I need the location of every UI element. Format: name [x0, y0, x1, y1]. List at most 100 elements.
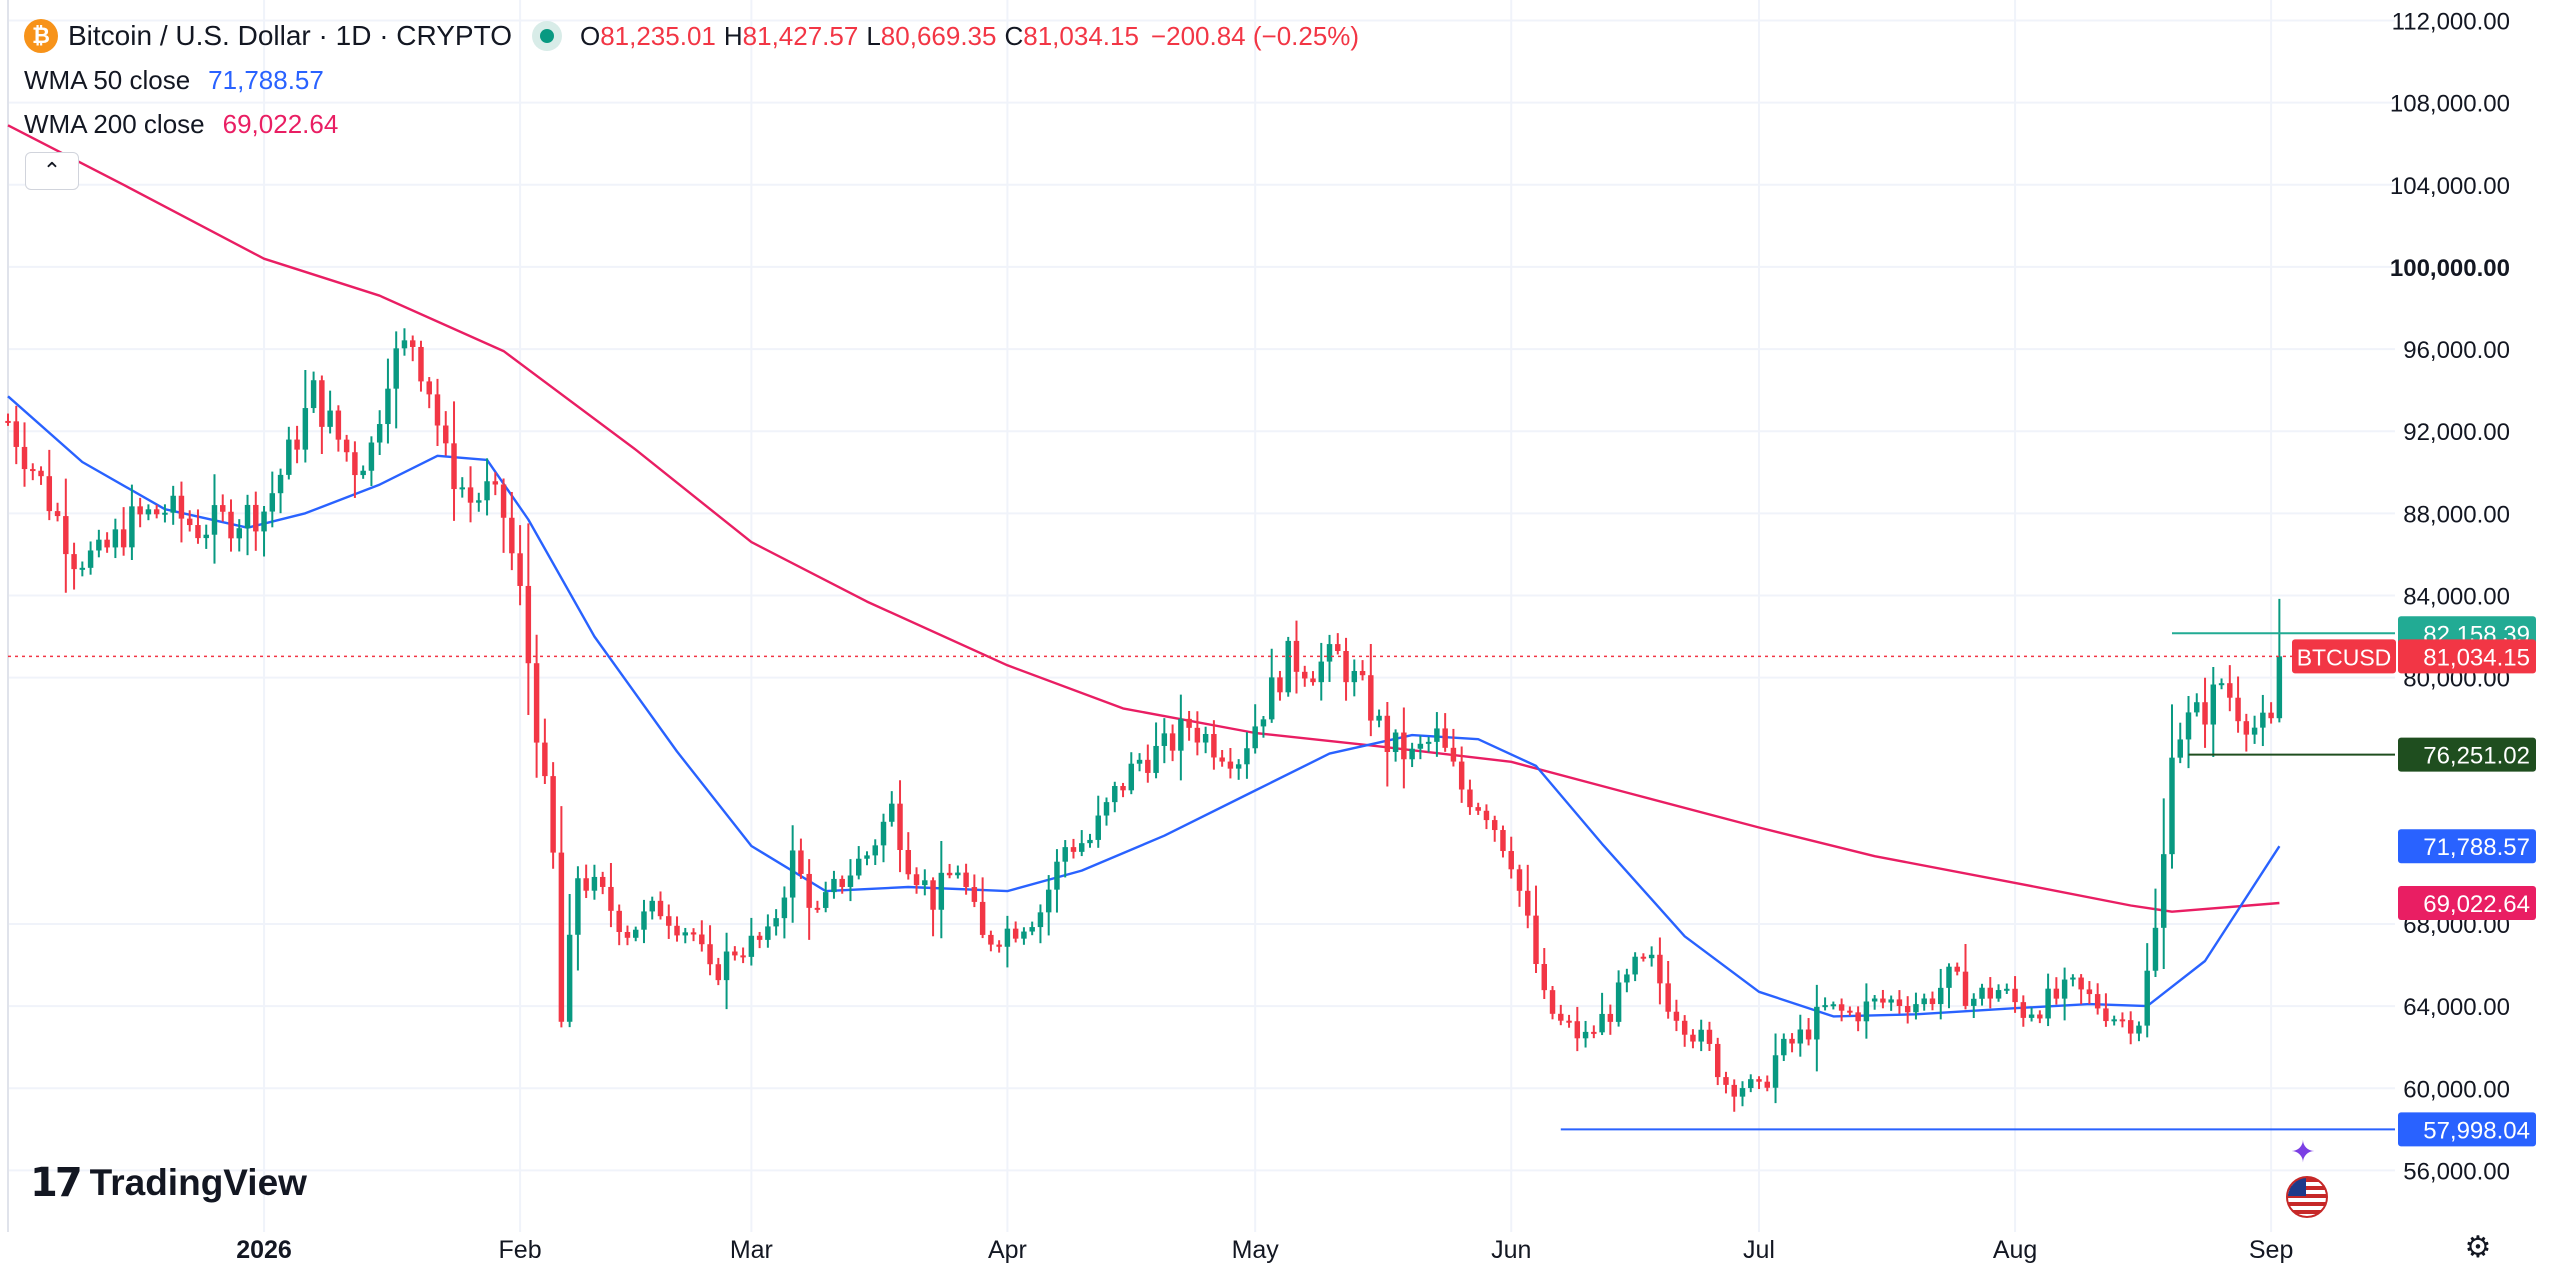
low-label: L [866, 21, 881, 51]
candle-body [1805, 1029, 1812, 1040]
candle-body [2111, 1019, 2117, 1022]
candle-body [170, 495, 176, 513]
candle-body [988, 934, 994, 945]
wma50-value: 71,788.57 [208, 65, 324, 95]
y-tick-label: 96,000.00 [2403, 337, 2510, 364]
candle-body [1318, 661, 1324, 683]
candle-body [509, 517, 515, 554]
candle-body [2004, 988, 2010, 991]
candle-body [550, 776, 556, 853]
candle-body [467, 487, 474, 503]
wma200-legend[interactable]: WMA 200 close 69,022.64 [24, 102, 1359, 146]
candle-body [1219, 757, 1225, 762]
candle-body [63, 516, 69, 555]
candle-body [542, 742, 548, 777]
candle-body [599, 876, 606, 887]
candle-body [1797, 1029, 1804, 1044]
x-tick-label: Jul [1743, 1236, 1775, 1264]
symbol-badge: BTCUSD [2297, 644, 2392, 670]
badge-57998: 57,998.04 [2423, 1117, 2530, 1144]
candle-body [2094, 994, 2101, 1009]
candle-body [1764, 1081, 1771, 1088]
candle-body [492, 481, 499, 485]
y-tick-label: 112,000.00 [2392, 9, 2510, 36]
candle-body [657, 900, 664, 917]
candle-body [2169, 757, 2175, 855]
candle-body [1425, 741, 1432, 744]
candle-body [186, 518, 193, 526]
candle-body [1962, 971, 1969, 1006]
candle-body [773, 918, 779, 927]
candle-body [1830, 1004, 1837, 1007]
candle-body [393, 348, 399, 389]
candle-body [286, 439, 292, 475]
candle-body [2243, 721, 2250, 735]
candle-body [2012, 988, 2018, 1003]
candle-body [1491, 820, 1498, 831]
candle-body [996, 944, 1002, 947]
candle-body [897, 803, 903, 851]
candle-body [54, 511, 61, 517]
candle-body [1657, 954, 1663, 984]
candle-body [1235, 764, 1242, 769]
candle-body [1896, 999, 1903, 1007]
candle-body [137, 506, 143, 515]
candle-body [1409, 748, 1415, 760]
candle-body [1029, 927, 1035, 932]
candle-body [748, 935, 755, 957]
candle-body [1302, 671, 1308, 679]
candle-body [220, 505, 226, 512]
candle-body [1368, 675, 1374, 721]
market-status-icon[interactable] [531, 21, 562, 51]
gear-icon[interactable]: ⚙ [2464, 1230, 2492, 1264]
candle-body [2144, 970, 2150, 1026]
candle-body [2078, 977, 2084, 990]
candle-body [1161, 733, 1168, 746]
candle-body [781, 897, 788, 919]
tradingview-logo[interactable]: 17 TradingView [30, 1160, 307, 1206]
candle-body [1640, 956, 1647, 959]
low-value: 80,669.35 [880, 21, 997, 51]
candle-body [310, 380, 317, 409]
candle-body [1335, 644, 1341, 652]
candle-body [434, 394, 441, 426]
logo-mark: 17 [30, 1160, 83, 1206]
candle-body [608, 886, 614, 911]
candle-body [5, 420, 11, 423]
candle-body [1723, 1077, 1729, 1085]
wma50-legend[interactable]: WMA 50 close 71,788.57 [24, 58, 1359, 102]
symbol-title[interactable]: Bitcoin / U.S. Dollar · 1D · CRYPTO [68, 20, 512, 51]
candle-body [1186, 718, 1192, 728]
candle-body [1211, 734, 1217, 758]
candle-body [1706, 1029, 1713, 1044]
candle-body [1070, 847, 1077, 852]
candle-body [872, 845, 878, 856]
candle-body [715, 964, 722, 981]
candle-body [1789, 1038, 1795, 1044]
candle-body [2161, 854, 2167, 928]
candle-body [831, 878, 837, 893]
chevron-up-icon: ⌃ [42, 158, 62, 183]
candle-body [1376, 715, 1382, 721]
candle-body [79, 567, 86, 570]
sparkle-icon[interactable]: ✦ [2290, 1135, 2316, 1169]
candle-body [699, 934, 705, 945]
candle-body [922, 880, 928, 886]
candle-body [1533, 915, 1539, 965]
candle-body [112, 529, 119, 548]
candle-body [1582, 1031, 1589, 1039]
us-flag-icon[interactable] [2286, 1176, 2328, 1218]
candle-body [723, 951, 730, 981]
candle-body [1079, 843, 1085, 852]
collapse-legend-button[interactable]: ⌃ [25, 152, 79, 190]
candle-body [930, 880, 936, 910]
candle-body [1384, 715, 1391, 752]
candle-body [1285, 640, 1291, 693]
candle-body [1607, 1013, 1614, 1022]
candle-body [484, 481, 490, 501]
candle-body [1558, 1013, 1564, 1021]
